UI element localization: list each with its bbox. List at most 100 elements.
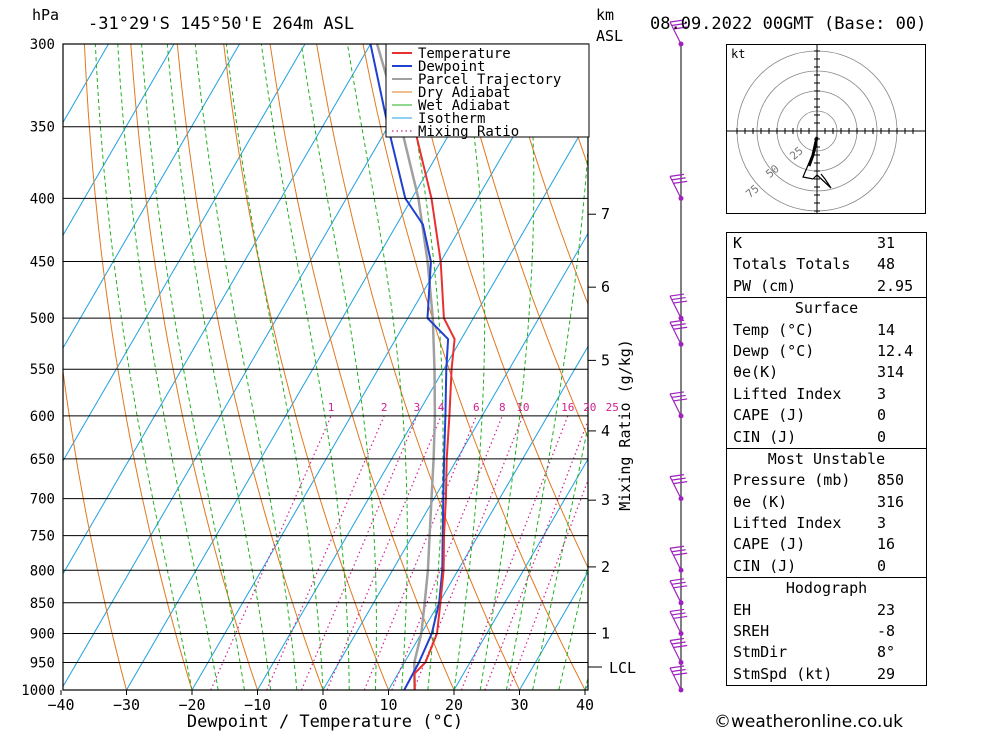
mixing-ratio-label: 25 xyxy=(606,401,619,414)
temperature-tick-label: 0 xyxy=(318,696,327,714)
index-value: 3 xyxy=(877,384,887,403)
index-key: StmDir xyxy=(733,643,788,662)
wind-barb-flag xyxy=(673,300,688,304)
height-tick-label: 4 xyxy=(601,422,610,440)
most-unstable-title: Most Unstable xyxy=(767,449,886,468)
wind-barb-flag xyxy=(669,391,685,395)
indices-panel: K 31 Totals Totals 48 PW (cm) 2.95 Surface … xyxy=(726,232,927,687)
index-row: StmDir 8° xyxy=(727,642,926,663)
wind-barb-flag xyxy=(669,665,685,669)
wind-barb-flag xyxy=(671,177,686,181)
index-key: CIN (J) xyxy=(733,556,797,575)
wind-barb xyxy=(669,319,688,345)
index-row: SREH -8 xyxy=(727,621,926,642)
index-row: Lifted Index 3 xyxy=(727,513,926,534)
wind-barb-flag xyxy=(673,585,688,589)
isotherm-line xyxy=(63,44,371,575)
wind-barb-flag xyxy=(673,180,688,184)
index-value: 48 xyxy=(877,255,896,274)
isotherm-line xyxy=(257,119,588,690)
hodograph-unit-label: kt xyxy=(731,47,745,61)
wind-barb-flag xyxy=(671,549,686,553)
index-key: Dewp (°C) xyxy=(733,341,815,360)
wet-adiabat-line xyxy=(117,44,219,690)
dry-adiabat-line xyxy=(455,44,588,439)
index-value: 16 xyxy=(877,535,896,554)
plot-frame xyxy=(62,43,589,691)
index-value: 316 xyxy=(877,492,905,511)
credit-link[interactable]: ©weatheronline.co.uk xyxy=(714,712,904,732)
legend-box xyxy=(385,43,590,138)
mixing-ratio-label: 16 xyxy=(561,401,574,414)
wind-barb-flag xyxy=(673,481,688,485)
index-key: CAPE (J) xyxy=(733,535,806,554)
index-key: K xyxy=(733,234,743,252)
dry-adiabat-line xyxy=(967,44,1000,690)
index-value: 0 xyxy=(877,406,887,425)
hodograph-plot: kt 25 50 75 xyxy=(727,45,925,213)
pressure-tick-labels: 300 350 400 450 500 550 600 650 700 750 800 850 900 9… xyxy=(21,37,55,699)
wind-barb-flag xyxy=(673,326,688,330)
temperature-tick-label: 10 xyxy=(379,696,397,714)
wet-adiabat-line xyxy=(260,44,350,690)
pressure-tick-label: 350 xyxy=(30,120,55,136)
index-row: CAPE (J) 0 xyxy=(727,405,926,426)
hodograph-title: Hodograph xyxy=(785,579,868,598)
hodograph-panel: kt 25 50 75 xyxy=(726,44,926,214)
mixing-ratio-label: 20 xyxy=(583,401,596,414)
mixing-ratio-label: 10 xyxy=(516,401,529,414)
index-row: Dewp (°C) 12.4 xyxy=(727,341,926,362)
height-tick-label: 1 xyxy=(601,624,610,642)
mixing-ratio-label: 6 xyxy=(473,401,480,414)
index-row: CAPE (J) 16 xyxy=(727,534,926,555)
legend-label-wet-adiabat: Wet Adiabat xyxy=(418,98,511,114)
height-tick-label: 2 xyxy=(601,558,610,576)
index-value: 14 xyxy=(877,320,896,339)
mixing-ratio-line xyxy=(300,415,418,690)
pressure-tick-label: 550 xyxy=(30,362,55,378)
index-key: Totals Totals xyxy=(733,255,851,274)
wind-barb xyxy=(669,391,688,417)
index-key: StmSpd (kt) xyxy=(733,664,833,683)
index-value: -8 xyxy=(877,622,896,641)
index-value: 0 xyxy=(877,427,887,446)
wind-barb-flag xyxy=(669,545,685,549)
isotherm-line xyxy=(63,44,240,350)
hodograph-rings xyxy=(727,45,925,213)
wind-barb-flag xyxy=(669,578,685,582)
wind-barb-flag xyxy=(671,394,686,399)
index-row: Lifted Index 3 xyxy=(727,384,926,405)
index-value: 29 xyxy=(877,664,896,683)
mixing-ratio-label: 3 xyxy=(414,401,421,414)
height-tick-label: 5 xyxy=(601,351,610,369)
index-row: Temp (°C) 14 xyxy=(727,320,926,341)
hpa-label: hPa xyxy=(32,6,59,24)
pressure-tick-label: 950 xyxy=(30,655,55,671)
wet-adiabat-line xyxy=(300,44,377,690)
pressure-tick-label: 800 xyxy=(30,563,55,579)
wind-barb-flag xyxy=(669,474,685,478)
wet-adiabat-line xyxy=(400,44,444,690)
wind-barb xyxy=(669,608,688,634)
dry-adiabat-line xyxy=(83,44,193,690)
index-key: Temp (°C) xyxy=(733,320,815,339)
wind-barb-flag xyxy=(671,612,686,616)
temperature-tick-label: −40 xyxy=(47,696,74,714)
wind-barb-flag xyxy=(669,19,685,23)
index-row: CIN (J) 0 xyxy=(727,556,926,577)
temperature-tick-label: 30 xyxy=(510,696,528,714)
index-key: EH xyxy=(733,600,752,619)
wind-barb-flag xyxy=(671,581,686,585)
index-value: 850 xyxy=(877,471,905,490)
wind-barb-flag xyxy=(669,637,685,642)
wind-barb xyxy=(669,19,688,45)
x-axis-label: Dewpoint / Temperature (°C) xyxy=(187,712,463,732)
most-unstable-box: Most Unstable Pressure (mb) 850 θe (K) 316… xyxy=(726,447,927,579)
index-key: Lifted Index xyxy=(733,514,842,533)
index-value: 2.95 xyxy=(877,276,914,295)
surface-box: Surface Temp (°C) 14 Dewp (°C) 12.4 θe(K) 3… xyxy=(726,297,927,449)
index-row: Totals Totals 48 xyxy=(727,254,926,275)
height-tick-label: 7 xyxy=(601,205,610,223)
mixing-ratio-line xyxy=(266,415,385,690)
legend-label-isotherm: Isotherm xyxy=(418,111,485,127)
